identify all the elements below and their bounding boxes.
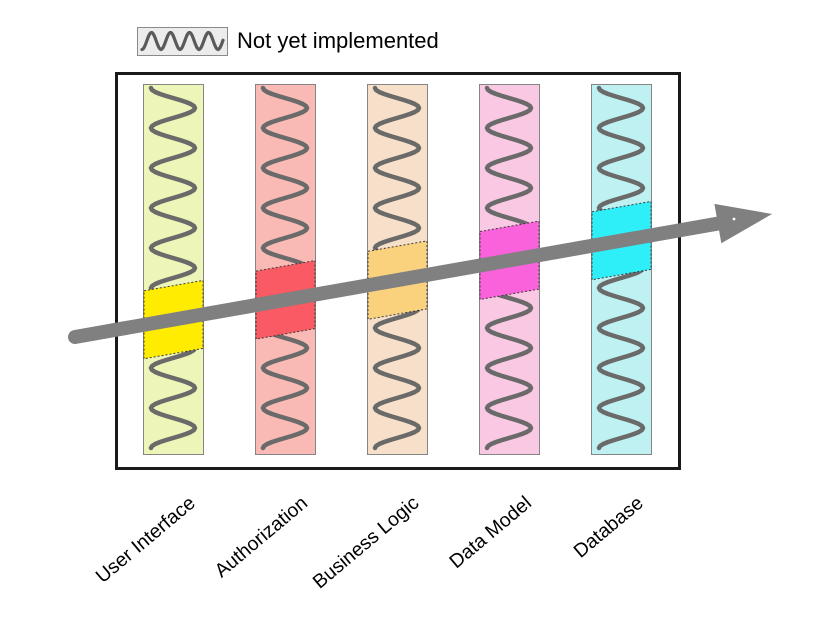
squiggle-pattern-icon (372, 85, 422, 451)
column-business-logic (367, 84, 428, 455)
column-label-database: Database (569, 492, 648, 563)
column-label-business-logic: Business Logic (309, 492, 424, 594)
column-user-interface (143, 84, 204, 455)
legend-label: Not yet implemented (237, 28, 439, 53)
arrow-speck (732, 217, 736, 221)
column-data-model (479, 84, 540, 455)
column-label-user-interface: User Interface (91, 492, 200, 588)
legend-swatch (137, 27, 228, 56)
column-authorization (255, 84, 316, 455)
squiggle-pattern-icon (140, 31, 225, 52)
column-database (591, 84, 652, 455)
squiggle-pattern-icon (484, 85, 534, 451)
squiggle-pattern-icon (596, 85, 646, 451)
column-label-data-model: Data Model (445, 492, 536, 573)
column-label-authorization: Authorization (210, 492, 312, 583)
squiggle-pattern-icon (148, 85, 198, 451)
squiggle-pattern-icon (260, 85, 310, 451)
arrow-head-icon (714, 203, 772, 244)
